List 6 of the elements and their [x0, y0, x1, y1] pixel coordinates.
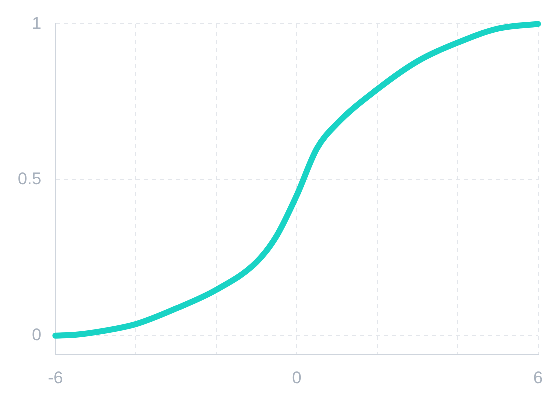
x-tick-label: 6 — [534, 368, 544, 388]
y-tick-label: 0 — [32, 326, 42, 345]
y-tick-label: 0.5 — [18, 170, 42, 189]
x-tick-label: 0 — [292, 368, 302, 388]
y-tick-label: 1 — [32, 14, 42, 33]
x-tick-label: -6 — [48, 368, 64, 388]
